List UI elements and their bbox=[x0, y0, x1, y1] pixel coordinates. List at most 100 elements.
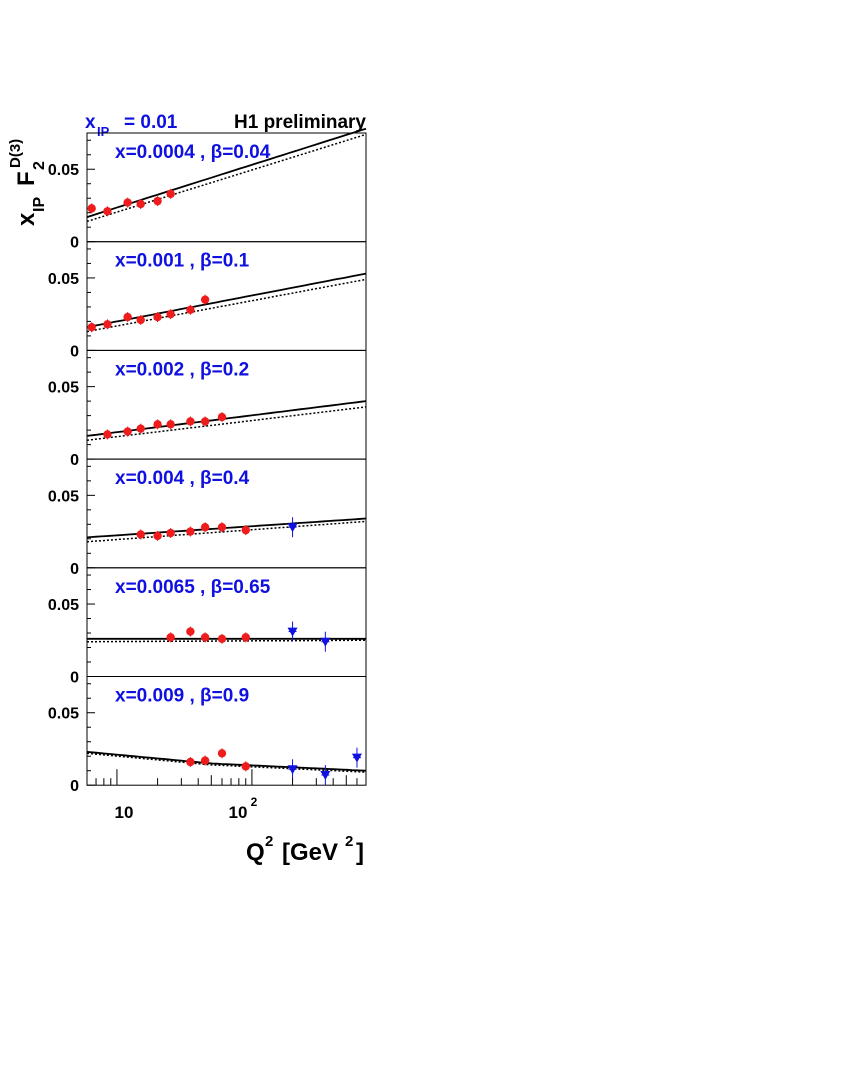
panel-6: 0 0.05 x=0.009 , β=0.9 bbox=[48, 676, 367, 795]
y-title-f-sub: 2 bbox=[31, 161, 48, 170]
svg-text:10: 10 bbox=[229, 803, 248, 822]
fit-curve-solid bbox=[86, 400, 367, 437]
panel-label: x=0.002 , β=0.2 bbox=[115, 359, 249, 380]
y-tick-label: 0.05 bbox=[48, 597, 79, 614]
y-tick-label: 0.05 bbox=[48, 706, 79, 723]
header-x-value: = 0.01 bbox=[124, 112, 178, 133]
data-point-other bbox=[287, 627, 298, 637]
data-point-h1 bbox=[87, 204, 96, 213]
y-tick-label: 0.05 bbox=[48, 271, 79, 288]
panel-label: x=0.009 , β=0.9 bbox=[115, 686, 249, 707]
data-point-h1 bbox=[200, 523, 210, 532]
data-point-h1 bbox=[166, 309, 175, 319]
y-title-x-sub: IP bbox=[31, 197, 48, 212]
header-left: x IP = 0.01 bbox=[85, 112, 178, 139]
y-tick-label: 0.05 bbox=[48, 488, 79, 505]
data-point-h1 bbox=[200, 295, 210, 304]
x-axis-title: Q 2 [GeV 2 ] bbox=[246, 833, 364, 866]
data-point-h1 bbox=[200, 417, 210, 426]
svg-text:2: 2 bbox=[251, 795, 258, 809]
data-point-h1 bbox=[123, 312, 132, 322]
header-collaboration-label: H1 preliminary bbox=[234, 112, 366, 133]
data-point-h1 bbox=[217, 412, 227, 422]
fit-curve-solid bbox=[86, 751, 367, 772]
data-point-h1 bbox=[87, 323, 96, 332]
data-point-h1 bbox=[153, 312, 162, 322]
panel-2: 0 0.05 x=0.001 , β=0.1 bbox=[48, 241, 367, 360]
data-point-h1 bbox=[200, 633, 210, 642]
data-point-other bbox=[287, 765, 298, 775]
data-point-h1 bbox=[136, 199, 145, 209]
panel-frame bbox=[86, 676, 367, 786]
fit-curve-dotted bbox=[86, 406, 367, 442]
y-axis-title: x IP F 2 D(3) bbox=[7, 139, 48, 226]
x-title-q-sup: 2 bbox=[265, 833, 273, 850]
header-x-symbol: x bbox=[85, 112, 96, 133]
panel-label: x=0.001 , β=0.1 bbox=[115, 251, 250, 272]
data-point-h1 bbox=[153, 196, 162, 206]
panel-3: 0 0.05 x=0.002 , β=0.2 bbox=[48, 349, 367, 469]
data-point-h1 bbox=[186, 527, 195, 536]
data-point-h1 bbox=[166, 633, 175, 642]
fit-curve-dotted bbox=[86, 133, 367, 223]
fit-curve-solid bbox=[86, 517, 367, 539]
data-point-h1 bbox=[241, 525, 250, 535]
y-tick-label: 0 bbox=[70, 343, 79, 360]
data-point-other bbox=[320, 771, 331, 781]
x-title-units: [GeV bbox=[282, 839, 338, 866]
data-point-h1 bbox=[136, 424, 145, 433]
fit-curve-dotted bbox=[86, 752, 367, 773]
data-point-h1 bbox=[103, 430, 112, 439]
y-tick-label: 0 bbox=[70, 778, 79, 795]
data-point-h1 bbox=[166, 420, 175, 429]
data-point-other bbox=[351, 753, 362, 763]
y-tick-label: 0 bbox=[70, 561, 79, 578]
data-point-h1 bbox=[103, 320, 112, 329]
panel-5: 0 0.05 x=0.0065 , β=0.65 bbox=[48, 567, 367, 687]
fit-curve-dotted bbox=[87, 639, 366, 643]
data-point-h1 bbox=[186, 305, 195, 315]
x-axis bbox=[86, 769, 367, 786]
data-point-h1 bbox=[123, 427, 132, 436]
panel-1: 0 0.05 x=0.0004 , β=0.04 bbox=[48, 127, 367, 252]
x-title-units-close: ] bbox=[356, 839, 364, 866]
data-point-h1 bbox=[200, 756, 210, 765]
y-title-x: x bbox=[13, 212, 40, 226]
data-point-h1 bbox=[217, 749, 227, 758]
panel-4: 0 0.05 x=0.004 , β=0.4 bbox=[48, 458, 367, 578]
header-x-subscript: IP bbox=[97, 124, 110, 139]
panels-group: 0 0.05 x=0.0004 , β=0.04 0 0.05 x=0.001 , β=0… bbox=[48, 127, 367, 795]
data-point-other bbox=[320, 637, 331, 647]
panel-label: x=0.0065 , β=0.65 bbox=[115, 577, 271, 598]
y-tick-label: 0 bbox=[70, 670, 79, 687]
panel-label: x=0.004 , β=0.4 bbox=[115, 468, 250, 489]
y-title-f-sup: D(3) bbox=[7, 139, 24, 168]
data-point-h1 bbox=[103, 207, 112, 216]
data-point-h1 bbox=[136, 530, 145, 539]
data-point-h1 bbox=[186, 627, 195, 636]
data-point-h1 bbox=[186, 757, 195, 767]
data-point-other bbox=[287, 523, 298, 533]
data-point-h1 bbox=[186, 417, 195, 426]
y-tick-label: 0 bbox=[70, 452, 79, 469]
fit-curve-solid bbox=[86, 272, 367, 329]
x-tick-label-10: 10 bbox=[115, 803, 134, 822]
data-point-h1 bbox=[241, 633, 250, 642]
data-point-h1 bbox=[166, 528, 175, 538]
data-point-h1 bbox=[123, 198, 132, 207]
fit-curve-dotted bbox=[86, 278, 367, 333]
data-point-h1 bbox=[136, 315, 145, 325]
y-tick-label: 0.05 bbox=[48, 162, 79, 179]
x-title-q: Q bbox=[246, 839, 265, 866]
x-tick-label-100: 10 2 bbox=[229, 795, 258, 822]
y-tick-label: 0.05 bbox=[48, 380, 79, 397]
data-point-h1 bbox=[241, 762, 250, 771]
fit-curve-solid bbox=[86, 127, 367, 218]
y-tick-label: 0 bbox=[70, 235, 79, 252]
y-title-f: F bbox=[13, 171, 40, 186]
data-point-h1 bbox=[217, 523, 227, 532]
data-point-h1 bbox=[217, 634, 227, 644]
data-point-h1 bbox=[153, 531, 162, 541]
data-point-h1 bbox=[153, 420, 162, 429]
